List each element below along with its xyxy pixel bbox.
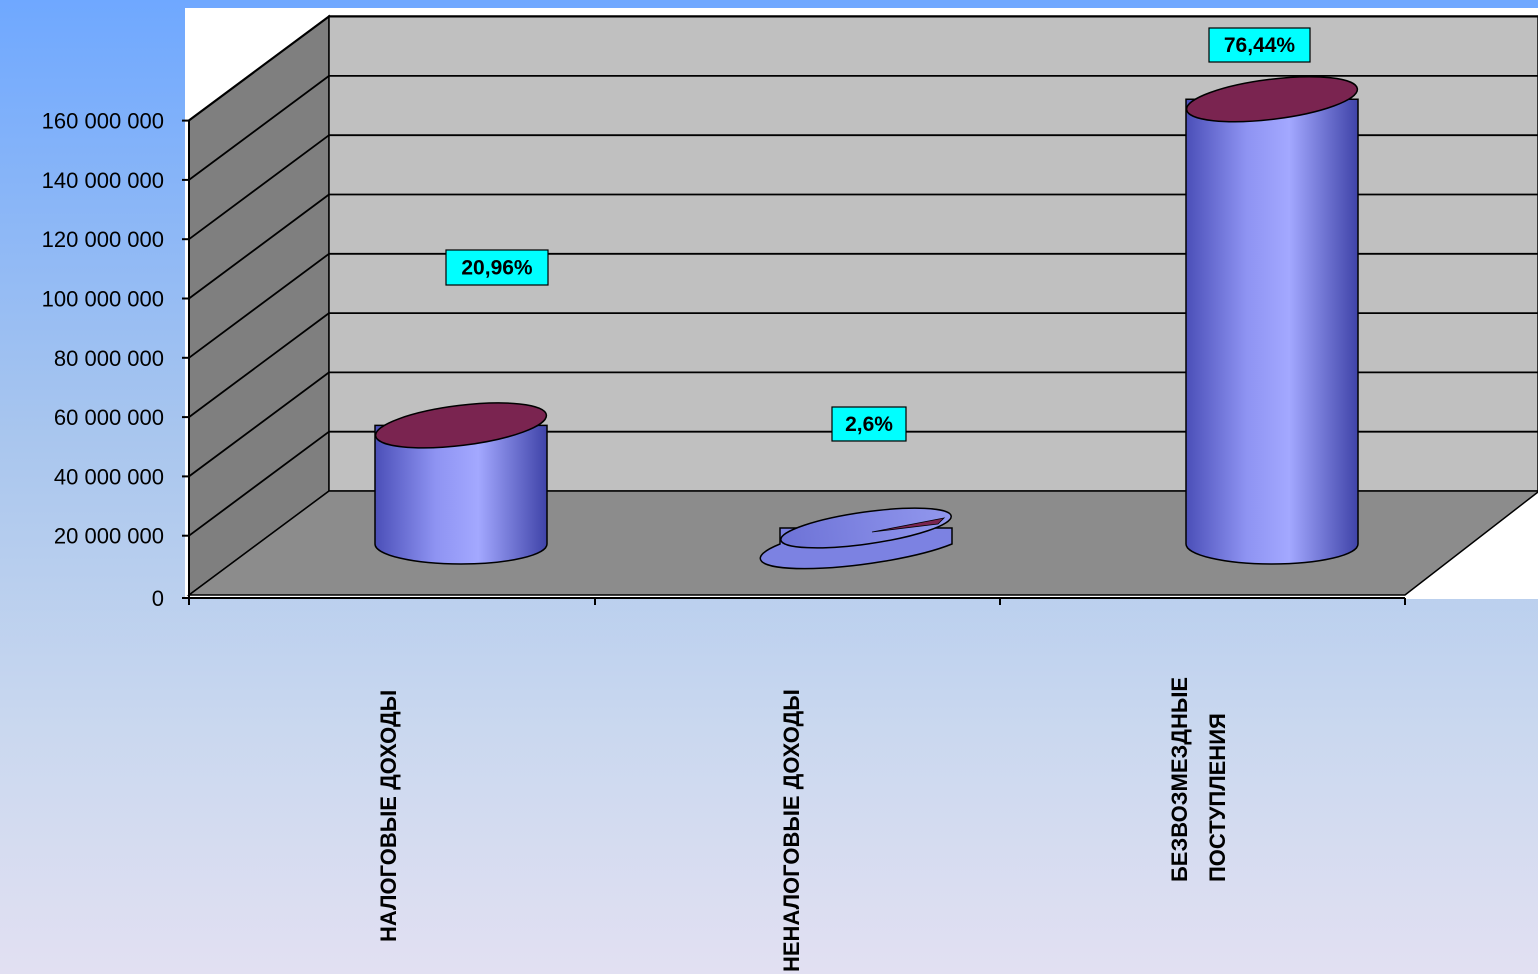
- y-tick-label: 80 000 000: [54, 346, 164, 371]
- gridline-side: [188, 371, 330, 478]
- y-tick-label: 120 000 000: [42, 227, 164, 252]
- category-label: НЕНАЛОГОВЫЕ ДОХОДЫ: [779, 689, 804, 972]
- y-tick-label: 160 000 000: [42, 109, 164, 134]
- data-labels: 20,96% 2,6% 76,44%: [445, 27, 1311, 442]
- y-tick-label: 100 000 000: [42, 287, 164, 312]
- gridline-side: [188, 312, 330, 418]
- bar-2: [759, 507, 953, 570]
- gridline-side: [188, 134, 330, 240]
- category-labels: НАЛОГОВЫЕ ДОХОДЫ НЕНАЛОГОВЫЕ ДОХОДЫ БЕЗВОЗ…: [376, 677, 1230, 972]
- y-tick-label: 140 000 000: [42, 168, 164, 193]
- gridline-side: [188, 15, 330, 122]
- category-label: ПОСТУПЛЕНИЯ: [1205, 713, 1230, 882]
- bar-top: [1185, 76, 1359, 123]
- y-tick-label: 40 000 000: [54, 464, 164, 489]
- data-label-3: 76,44%: [1208, 27, 1311, 63]
- data-label-text: 2,6%: [845, 413, 893, 436]
- bar-1: [374, 402, 548, 565]
- bar-disc-top: [780, 507, 952, 549]
- bar-body: [374, 424, 548, 565]
- bars: [374, 76, 1359, 570]
- data-label-text: 20,96%: [461, 257, 533, 280]
- gridline-side: [188, 253, 330, 359]
- bar-top: [374, 402, 548, 449]
- data-label-box: [445, 249, 549, 286]
- bar-disc-wedge: [871, 517, 946, 533]
- category-label: БЕЗВОЗМЕЗДНЫЕ: [1167, 677, 1192, 882]
- data-label-box: [1208, 27, 1311, 63]
- data-label-1: 20,96%: [445, 249, 549, 286]
- gridline-side: [188, 193, 330, 300]
- y-tick-label: 20 000 000: [54, 524, 164, 549]
- gridline-side: [188, 75, 330, 181]
- category-label: НАЛОГОВЫЕ ДОХОДЫ: [376, 690, 401, 942]
- bar-body: [1185, 98, 1359, 565]
- y-axis: 0 20 000 000 40 000 000 60 000 000 80 000 00…: [42, 109, 1406, 611]
- y-tick-label: 0: [152, 586, 164, 611]
- gridline-side: [188, 430, 330, 537]
- data-label-box: [831, 406, 907, 442]
- y-tick-label: 60 000 000: [54, 405, 164, 430]
- data-label-text: 76,44%: [1224, 34, 1296, 57]
- data-label-2: 2,6%: [831, 406, 907, 442]
- bar-3: [1185, 76, 1359, 565]
